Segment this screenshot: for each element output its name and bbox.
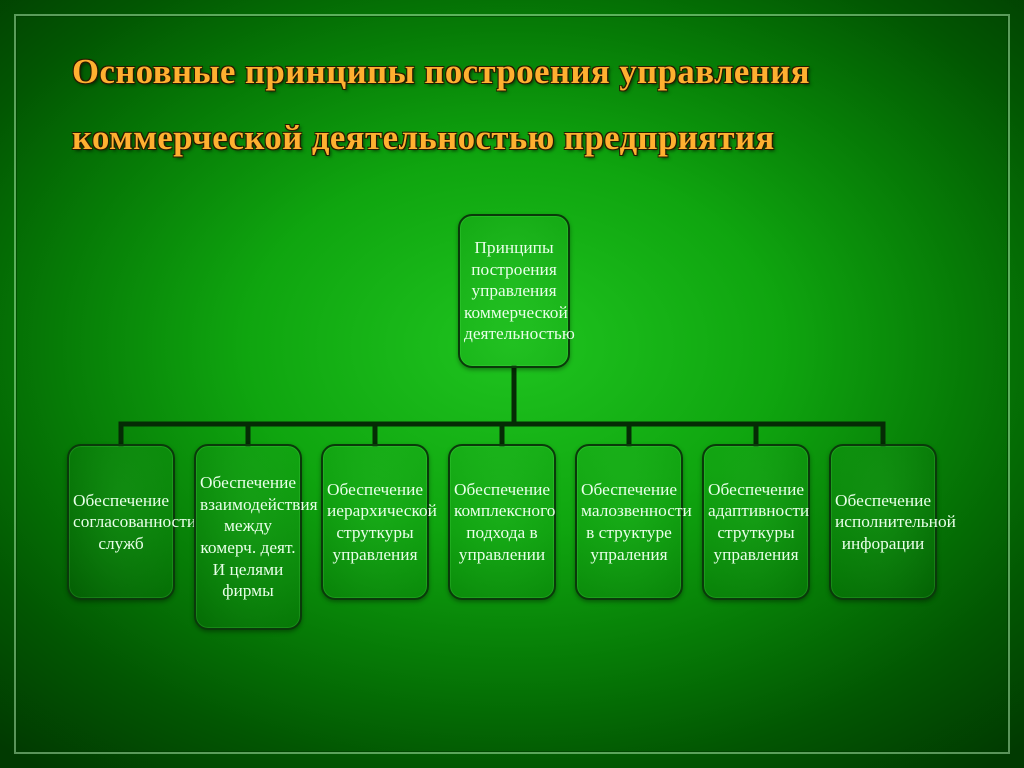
child-node-6-label: Обеспечение адаптивности струткуры управ… — [708, 479, 804, 566]
org-chart: Принципы построения управления коммерчес… — [0, 0, 1024, 768]
child-node-7-label: Обеспечение исполнительной инфорации — [835, 490, 931, 555]
child-node-2: Обеспечение взаимодействия между комерч.… — [194, 444, 302, 630]
child-node-4-label: Обеспечение комплексного подхода в управ… — [454, 479, 550, 566]
root-node: Принципы построения управления коммерчес… — [458, 214, 570, 368]
child-node-1: Обеспечение согласованности служб — [67, 444, 175, 600]
slide: Основные принципы построения управления … — [0, 0, 1024, 768]
root-node-label: Принципы построения управления коммерчес… — [464, 237, 564, 345]
child-node-3-label: Обеспечение иерархической струткуры упра… — [327, 479, 423, 566]
child-node-2-label: Обеспечение взаимодействия между комерч.… — [200, 472, 296, 602]
child-node-3: Обеспечение иерархической струткуры упра… — [321, 444, 429, 600]
child-node-7: Обеспечение исполнительной инфорации — [829, 444, 937, 600]
connectors — [0, 0, 1024, 768]
child-node-1-label: Обеспечение согласованности служб — [73, 490, 169, 555]
child-node-5: Обеспечение малозвенности в структуре уп… — [575, 444, 683, 600]
child-node-6: Обеспечение адаптивности струткуры управ… — [702, 444, 810, 600]
child-node-4: Обеспечение комплексного подхода в управ… — [448, 444, 556, 600]
child-node-5-label: Обеспечение малозвенности в структуре уп… — [581, 479, 677, 566]
